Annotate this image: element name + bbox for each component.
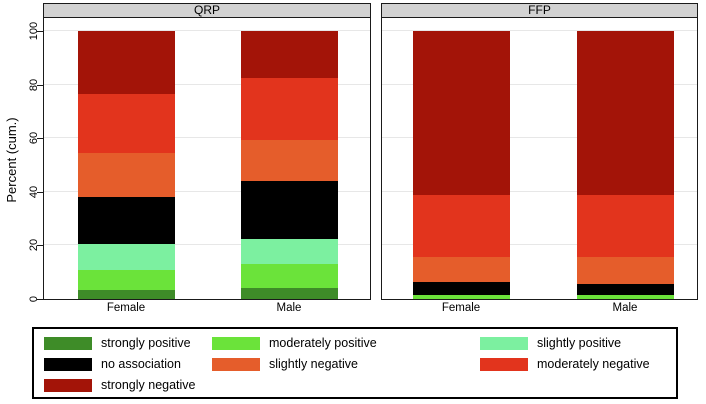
bar-segment-slightly-positive [78,244,175,270]
gridline [382,190,697,192]
bar-segment-no-association [78,197,175,245]
legend-swatch-slightly-positive [480,336,528,350]
y-tick-label: 40 [28,185,40,198]
panel-ffp-title: FFP [381,3,698,18]
gridline [382,137,697,139]
legend-swatch-strongly-positive [44,336,92,350]
bar-segment-strongly-negative [241,31,338,78]
legend-label: slightly negative [269,357,358,371]
y-tick-label: 100 [28,21,40,41]
y-tick-mark [37,191,43,193]
bar-segment-moderately-negative [241,77,338,140]
x-tick-label-qrp-female: Female [106,302,146,314]
y-tick-label: 0 [28,295,40,303]
y-tick-label: 20 [28,239,40,252]
bar-segment-strongly-positive [241,288,338,299]
legend-swatch-moderately-negative [480,357,528,371]
legend-item-strongly-positive: strongly positive [44,336,212,350]
legend-label: strongly negative [101,378,196,392]
bar-segment-slightly-negative [577,257,674,285]
legend-swatch-no-association [44,357,92,371]
bar-segment-strongly-positive [78,289,175,299]
y-tick-mark [37,31,43,32]
legend-swatch-slightly-negative [212,357,260,371]
gridline [382,30,697,31]
legend-swatch-moderately-positive [212,336,260,350]
panel-ffp: FFP Female Male [381,0,698,330]
bar-segment-no-association [413,281,510,295]
gridline [44,137,370,139]
bar-segment-moderately-positive [577,294,674,299]
bar-ffp-female [413,31,510,299]
bar-segment-no-association [577,284,674,295]
y-tick-mark [37,84,43,86]
legend-label: strongly positive [101,336,191,350]
legend-item-moderately-positive: moderately positive [212,336,480,350]
legend-item-slightly-negative: slightly negative [212,357,480,371]
bar-segment-moderately-positive [78,269,175,290]
y-tick-label: 80 [28,78,40,91]
y-tick-mark [37,299,43,300]
plot-area-ffp [381,17,698,300]
legend-item-moderately-negative: moderately negative [480,357,676,371]
bar-segment-moderately-positive [241,264,338,289]
y-tick-label: 60 [28,132,40,145]
legend: strongly positive moderately positive sl… [32,327,678,399]
x-tick-label-ffp-male: Male [612,302,638,314]
bar-segment-moderately-negative [78,94,175,153]
gridline [382,244,697,246]
legend-item-slightly-positive: slightly positive [480,336,676,350]
gridline [44,244,370,246]
bar-qrp-female [78,31,175,299]
legend-label: slightly positive [537,336,622,350]
bar-segment-slightly-negative [78,152,175,198]
bar-ffp-male [577,31,674,299]
legend-label: no association [101,357,181,371]
y-axis: 0 20 40 60 80 100 [0,0,43,404]
y-tick-mark [37,138,43,140]
x-tick-label-ffp-female: Female [441,302,481,314]
legend-item-no-association: no association [44,357,212,371]
legend-swatch-strongly-negative [44,378,92,392]
bar-segment-no-association [241,181,338,239]
bar-segment-moderately-negative [577,194,674,258]
y-tick-mark [37,245,43,247]
x-tick-label-qrp-male: Male [276,302,302,314]
panel-qrp-title: QRP [43,3,371,18]
bar-segment-strongly-negative [577,31,674,195]
gridline [382,83,697,85]
legend-label: moderately negative [537,357,650,371]
bar-segment-strongly-negative [78,31,175,95]
bar-segment-slightly-positive [241,238,338,265]
legend-label: moderately positive [269,336,377,350]
bar-qrp-male [241,31,338,299]
bar-segment-moderately-positive [413,294,510,299]
bar-segment-strongly-negative [413,31,510,195]
plot-area-qrp [43,17,371,300]
legend-item-strongly-negative: strongly negative [44,378,212,392]
gridline [44,30,370,31]
gridline [44,83,370,85]
gridline [44,190,370,192]
bar-segment-slightly-negative [413,257,510,282]
bar-segment-moderately-negative [413,194,510,258]
panel-qrp: QRP Female Male [43,0,371,330]
bar-segment-slightly-negative [241,139,338,182]
